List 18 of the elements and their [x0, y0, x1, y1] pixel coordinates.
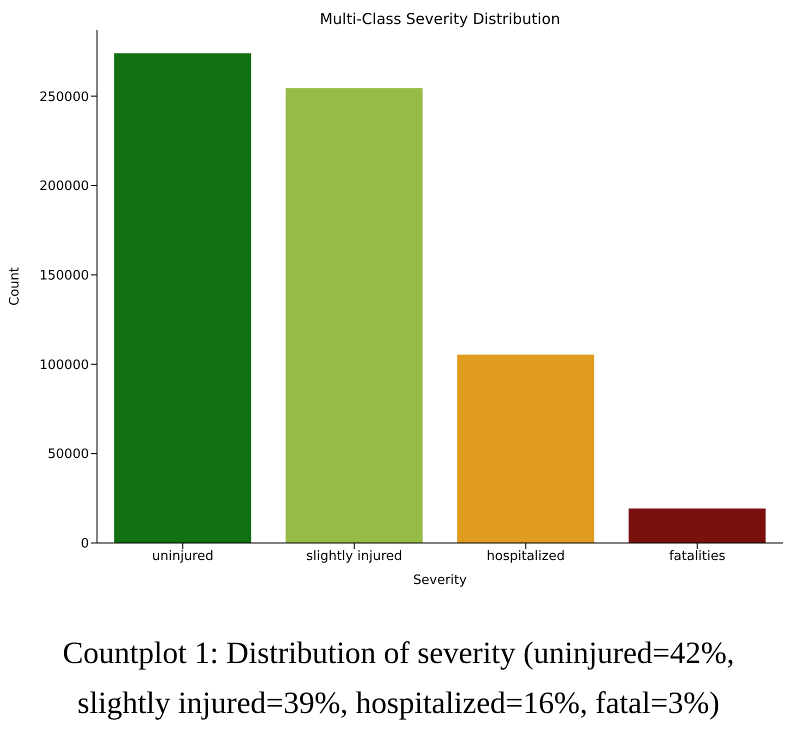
x-tick-label: hospitalized [486, 549, 565, 564]
y-tick-label: 50000 [48, 447, 89, 462]
bar [114, 53, 252, 543]
chart-title: Multi-Class Severity Distribution [318, 10, 562, 28]
bar [457, 354, 594, 543]
x-tick-label: uninjured [152, 549, 214, 564]
bar [286, 88, 423, 543]
bar [628, 508, 766, 543]
y-tick-label: 250000 [39, 90, 89, 105]
x-tick-label: fatalities [669, 549, 726, 564]
text: Countplot 1: Distribution of severity (uninjured=42%, slightly injured=39%, hospitalized=16%, fatal=3%) [62, 634, 736, 722]
y-tick-label: 0 [80, 536, 89, 552]
y-tick-label: 100000 [39, 358, 89, 373]
y-axis-title: Count [8, 267, 23, 306]
y-tick-label: 150000 [39, 268, 89, 284]
x-axis-title: Severity [413, 573, 468, 588]
x-tick-label: slightly injured [306, 549, 402, 564]
y-tick-label: 200000 [39, 179, 89, 194]
